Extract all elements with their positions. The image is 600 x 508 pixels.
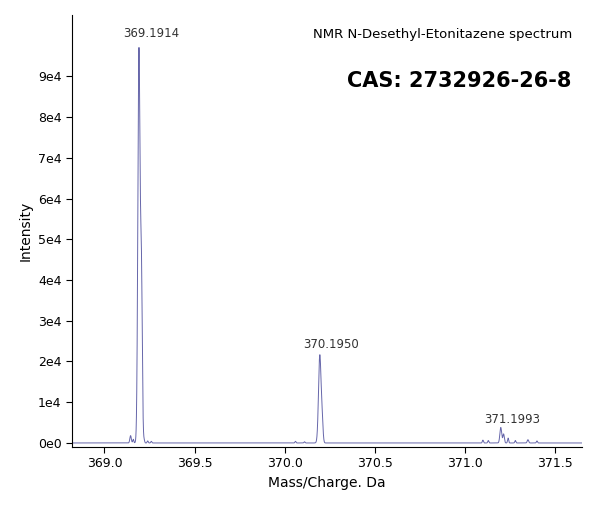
Y-axis label: Intensity: Intensity (18, 201, 32, 261)
Text: NMR N-Desethyl-Etonitazene spectrum: NMR N-Desethyl-Etonitazene spectrum (313, 28, 572, 41)
X-axis label: Mass/Charge. Da: Mass/Charge. Da (268, 476, 386, 490)
Text: 371.1993: 371.1993 (485, 413, 541, 426)
Text: CAS: 2732926-26-8: CAS: 2732926-26-8 (347, 72, 572, 91)
Text: 369.1914: 369.1914 (123, 27, 179, 40)
Text: 370.1950: 370.1950 (304, 338, 359, 352)
